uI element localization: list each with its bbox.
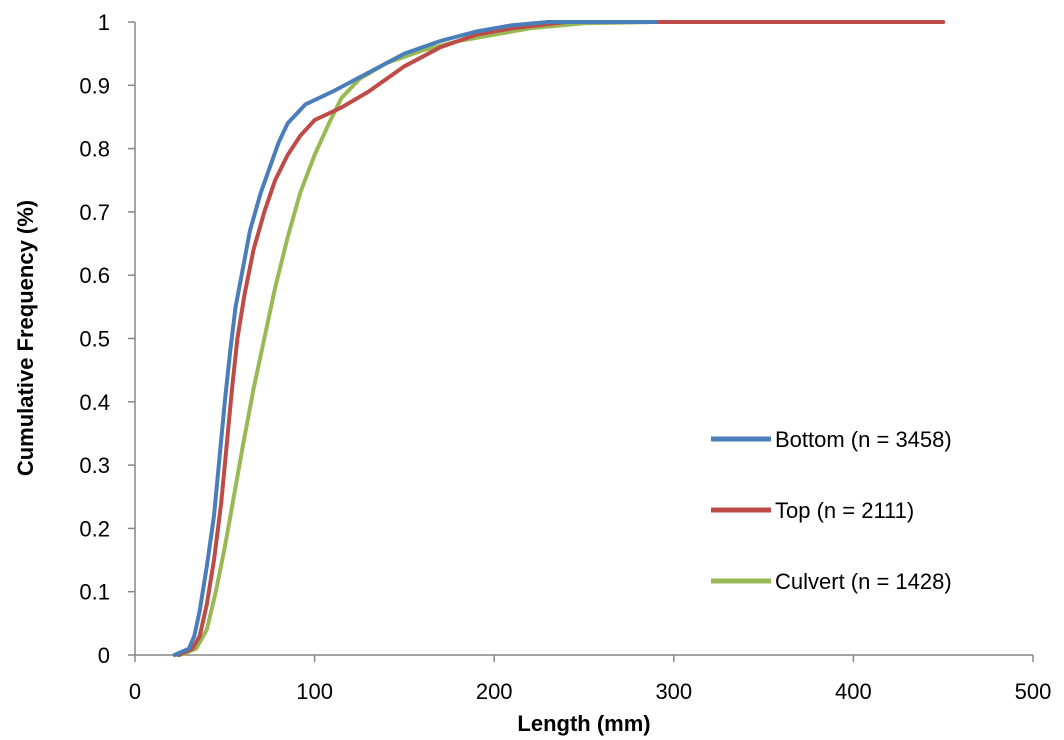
- y-tick-label: 0.3: [79, 453, 110, 478]
- x-tick-label: 0: [129, 679, 141, 704]
- legend: Bottom (n = 3458) Top (n = 2111) Culvert (…: [711, 427, 952, 594]
- series-line-2: [177, 20, 658, 657]
- y-tick-label: 0.7: [79, 200, 110, 225]
- x-axis-title: Length (mm): [517, 711, 650, 736]
- x-tick-label: 100: [296, 679, 333, 704]
- x-axis: 0 100 200 300 400 500: [129, 654, 1052, 704]
- y-tick-label: 0.9: [79, 73, 110, 98]
- plot-area: [172, 20, 946, 657]
- legend-label-2: Culvert (n = 1428): [775, 569, 952, 594]
- y-tick-label: 0.2: [79, 516, 110, 541]
- series-line-0: [172, 20, 658, 657]
- y-tick-label: 1: [98, 10, 110, 35]
- series-line-1: [176, 20, 946, 657]
- y-tick-label: 0.5: [79, 327, 110, 352]
- y-axis-title: Cumulative Frequency (%): [13, 200, 38, 476]
- x-tick-label: 400: [835, 679, 872, 704]
- x-tick-label: 200: [476, 679, 513, 704]
- y-tick-label: 0.6: [79, 263, 110, 288]
- legend-label-0: Bottom (n = 3458): [775, 427, 952, 452]
- y-tick-label: 0.1: [79, 580, 110, 605]
- y-tick-label: 0.8: [79, 137, 110, 162]
- y-tick-label: 0.4: [79, 390, 110, 415]
- x-tick-label: 300: [655, 679, 692, 704]
- y-tick-label: 0: [98, 643, 110, 668]
- x-tick-label: 500: [1015, 679, 1052, 704]
- y-axis: 0 0.1 0.2 0.3 0.4 0.5 0.6 0.7 0.8 0.9 1: [79, 10, 136, 668]
- legend-label-1: Top (n = 2111): [775, 498, 914, 523]
